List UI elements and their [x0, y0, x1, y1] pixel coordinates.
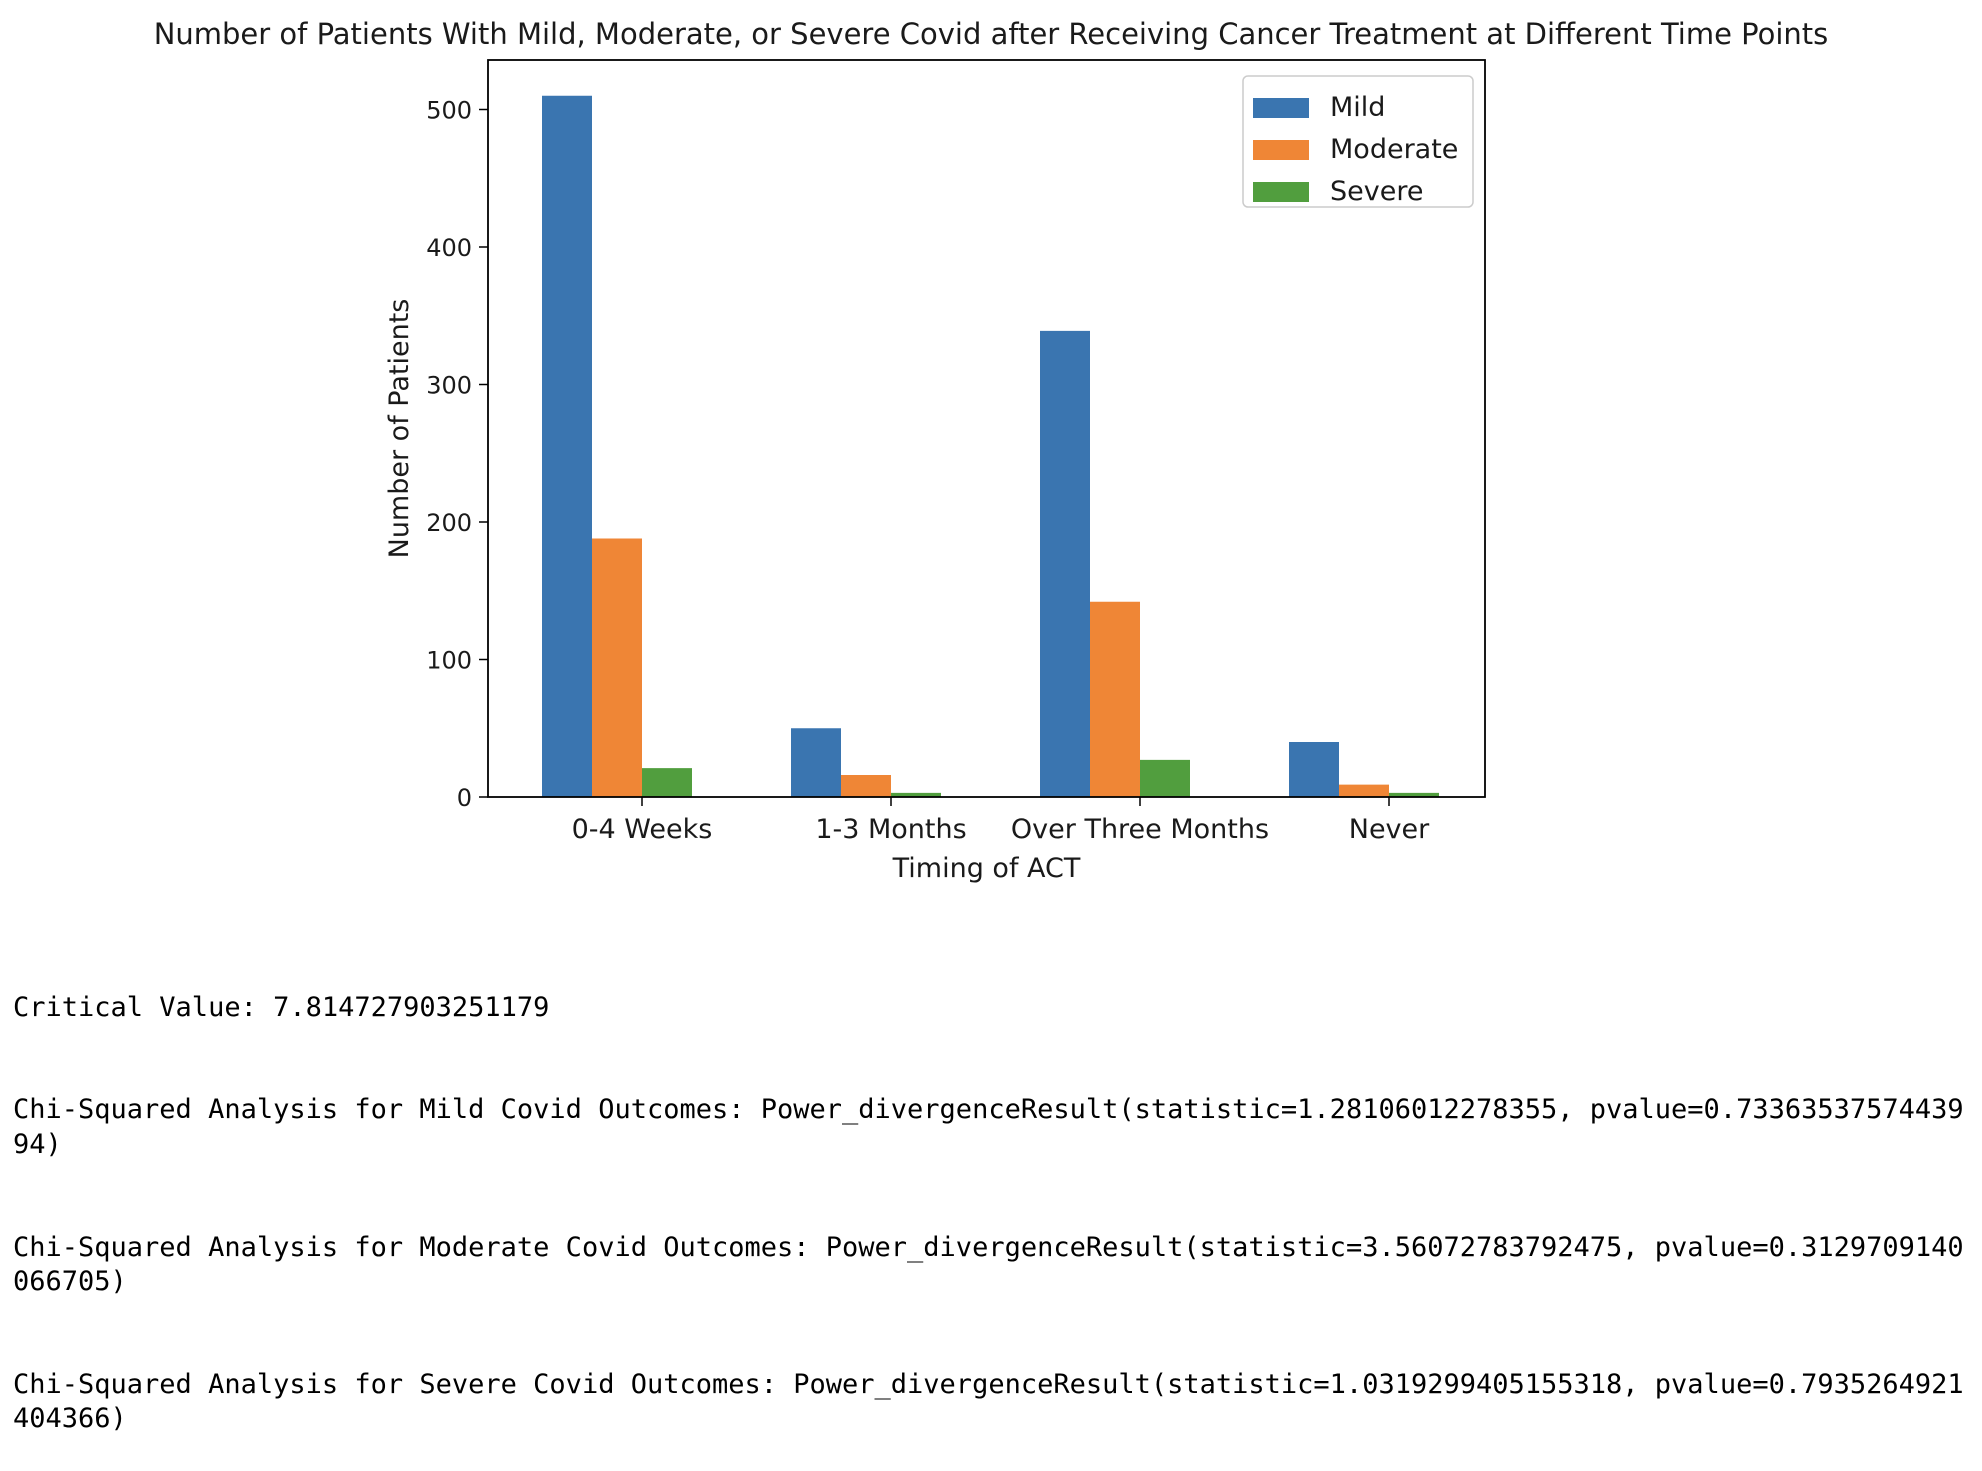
bar-group [542, 95, 1439, 797]
legend: Mild Moderate Severe [1242, 75, 1474, 208]
mild-chi-squared-line: Chi-Squared Analysis for Mild Covid Outc… [13, 1094, 1964, 1160]
legend-label-moderate: Moderate [1330, 134, 1458, 165]
legend-swatch-moderate [1253, 140, 1309, 160]
legend-label-severe: Severe [1330, 176, 1423, 207]
x-axis-label: Timing of ACT [892, 853, 1081, 884]
bar-mild-0 [542, 95, 592, 797]
bar-mild-3 [1289, 742, 1339, 797]
x-tick-label: Never [1349, 814, 1430, 845]
severe-chi-squared-line: Chi-Squared Analysis for Severe Covid Ou… [13, 1368, 1964, 1435]
bar-severe-3 [1389, 792, 1439, 797]
bar-moderate-2 [1090, 601, 1140, 797]
chart-title: Number of Patients With Mild, Moderate, … [154, 17, 1829, 51]
y-tick-label: 0 [457, 784, 472, 812]
y-axis: 0 100 200 300 400 500 [426, 97, 488, 812]
plot-frame [487, 59, 1486, 798]
bar-mild-1 [791, 728, 841, 797]
y-tick-label: 500 [426, 97, 472, 125]
y-tick-label: 200 [426, 509, 472, 537]
legend-swatch-mild [1253, 98, 1309, 118]
legend-label-mild: Mild [1330, 92, 1385, 123]
y-axis-label: Number of Patients [384, 299, 415, 559]
bar-severe-2 [1140, 759, 1190, 797]
bar-moderate-3 [1339, 784, 1389, 797]
x-tick-label: Over Three Months [1011, 814, 1269, 845]
bar-moderate-0 [592, 538, 642, 797]
critical-value-line: Critical Value: 7.814727903251179 [13, 991, 550, 1023]
bar-severe-1 [891, 792, 941, 797]
legend-swatch-severe [1253, 182, 1309, 202]
bar-severe-0 [642, 768, 692, 797]
x-axis: 0-4 Weeks 1-3 Months Over Three Months Neve… [572, 797, 1430, 845]
console-output: Critical Value: 7.814727903251179 Chi-Sq… [13, 922, 1973, 1471]
moderate-chi-squared-line: Chi-Squared Analysis for Moderate Covid … [13, 1231, 1964, 1297]
bar-mild-2 [1040, 330, 1090, 797]
x-tick-label: 0-4 Weeks [572, 814, 713, 845]
bar-moderate-1 [841, 775, 891, 797]
chart: Number of Patients With Mild, Moderate, … [154, 17, 1829, 884]
y-tick-label: 400 [426, 234, 472, 262]
x-tick-label: 1-3 Months [815, 814, 966, 845]
y-tick-label: 300 [426, 372, 472, 400]
y-tick-label: 100 [426, 647, 472, 675]
